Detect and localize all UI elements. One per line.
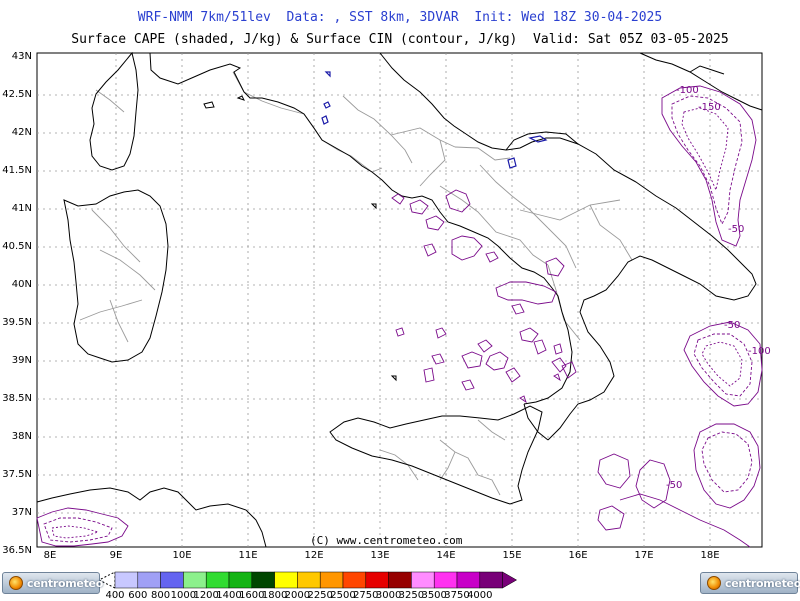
latitude-label: 40N: [11, 279, 32, 290]
latitude-label: 39.5N: [2, 317, 32, 328]
cin-contour-label: -50: [728, 224, 744, 235]
latitude-label: 42.5N: [2, 89, 32, 100]
latitude-label: 42N: [11, 127, 32, 138]
latitude-label: 39N: [11, 355, 32, 366]
title-line-1: WRF-NMM 7km/51lev Data: , SST 8km, 3DVAR…: [137, 10, 663, 25]
longitude-label: 16E: [568, 550, 588, 561]
cin-contour-label: -100: [748, 346, 771, 357]
colorbar-tick-label: 1200: [193, 590, 219, 601]
cin-contour-label: -150: [698, 102, 721, 113]
colorbar-tick-label: 2500: [330, 590, 356, 601]
colorbar-tick-label: 2750: [353, 590, 379, 601]
latitude-label: 41.5N: [2, 165, 32, 176]
cape-small-areas: [321, 71, 548, 169]
colorbar-tick-label: 1600: [239, 590, 265, 601]
latitude-label: 36.5N: [2, 545, 32, 556]
latitude-label: 37.5N: [2, 469, 32, 480]
latitude-label: 41N: [11, 203, 32, 214]
longitude-label: 12E: [304, 550, 324, 561]
colorbar-tick-label: 4000: [467, 590, 493, 601]
graticule: [37, 53, 762, 547]
colorbar-tick-label: 1000: [170, 590, 197, 601]
cin-contour-label: -50: [724, 320, 740, 331]
colorbar-tick-label: 600: [128, 590, 148, 601]
regional-borders: [79, 71, 633, 496]
cin-contours: [36, 85, 763, 548]
longitude-label: 17E: [634, 550, 654, 561]
copyright-text: (C) www.centrometeo.com: [310, 534, 463, 547]
colorbar-tick-label: 1400: [216, 590, 242, 601]
cin-contour-label: -50: [666, 480, 682, 491]
colorbar-tick-label: 3000: [375, 590, 402, 601]
latitude-label: 38.5N: [2, 393, 32, 404]
colorbar-tick-label: 400: [105, 590, 125, 601]
colorbar-tick-label: 3250: [398, 590, 425, 601]
latitude-label: 38N: [11, 431, 32, 442]
colorbar-tick-label: 3500: [421, 590, 447, 601]
colorbar-tick-label: 3750: [444, 590, 470, 601]
longitude-label: 13E: [370, 550, 390, 561]
coastlines: [36, 51, 763, 548]
latitude-label: 40.5N: [2, 241, 32, 252]
colorbar-tick-label: 800: [151, 590, 171, 601]
longitude-label: 9E: [109, 550, 123, 561]
colorbar-tick-label: 2000: [284, 590, 311, 601]
longitude-label: 14E: [436, 550, 456, 561]
centrometeo-logo-right[interactable]: centrometeo: [700, 572, 800, 594]
latitude-label: 37N: [11, 507, 32, 518]
latitude-label: 43N: [11, 51, 32, 62]
centrometeo-logo-icon: [9, 576, 23, 590]
centrometeo-logo-icon: [707, 576, 721, 590]
longitude-label: 18E: [700, 550, 720, 561]
logo-text-left: centrometeo: [27, 577, 103, 590]
title-line-2: Surface CAPE (shaded, J/kg) & Surface CI…: [71, 32, 729, 47]
logo-text-right: centrometeo: [725, 577, 800, 590]
colorbar-tick-label: 1800: [261, 590, 288, 601]
cin-contour-label: -100: [676, 85, 699, 96]
longitude-label: 10E: [172, 550, 192, 561]
colorbar-tick-label: 2250: [307, 590, 333, 601]
longitude-label: 8E: [43, 550, 57, 561]
longitude-label: 15E: [502, 550, 522, 561]
centrometeo-logo-left[interactable]: centrometeo: [2, 572, 103, 594]
cin-contour-labels: -100 -150 -50 -100 -50 -50: [666, 85, 771, 491]
map-frame: [36, 52, 763, 548]
longitude-label: 11E: [238, 550, 258, 561]
